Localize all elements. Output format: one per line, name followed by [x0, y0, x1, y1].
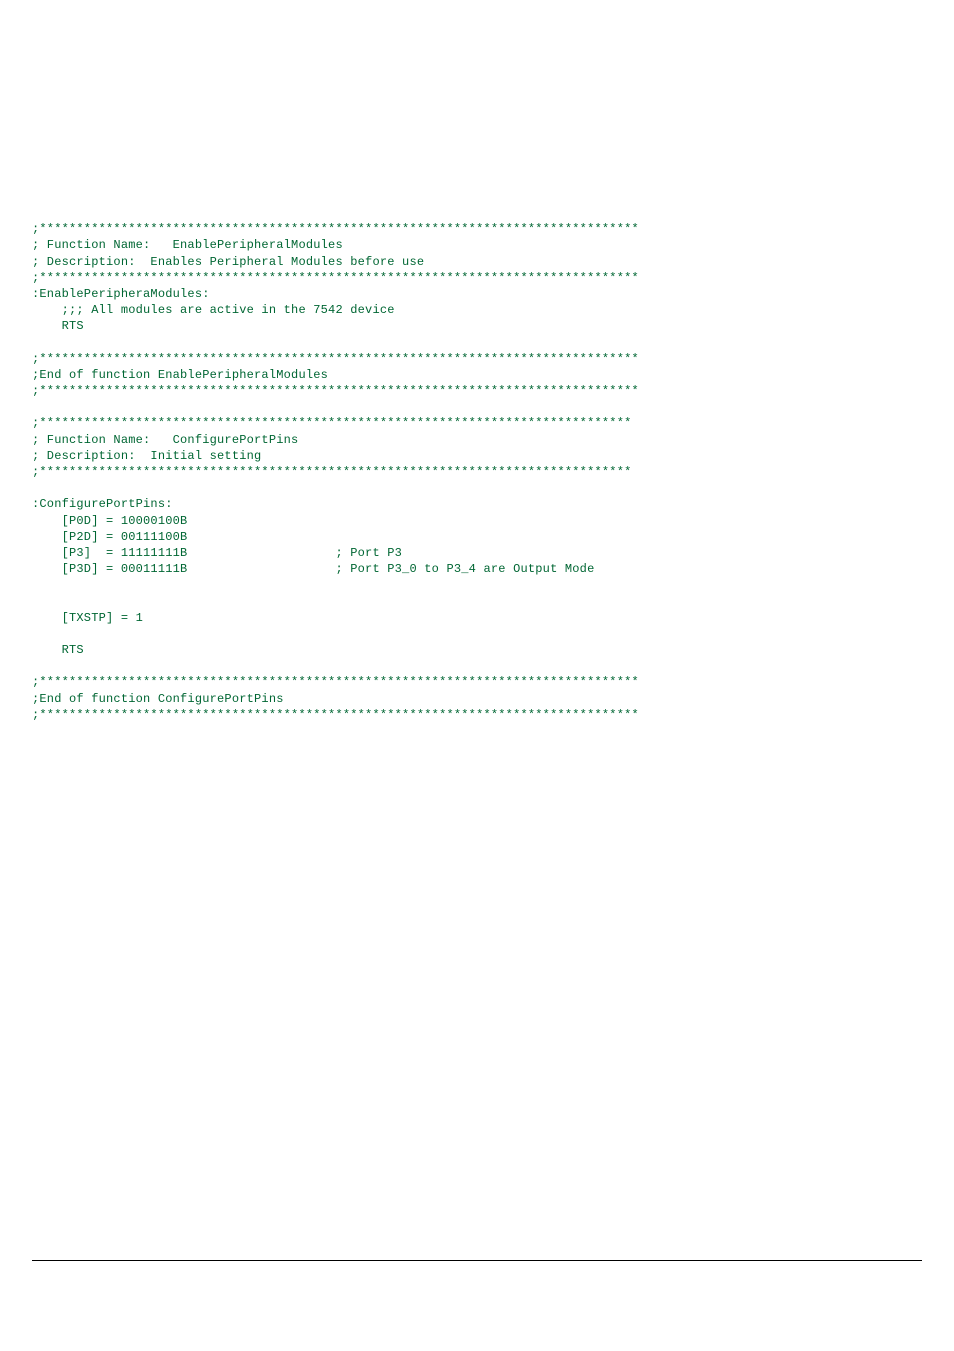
page-container: ;***************************************… [0, 0, 954, 1351]
source-code: ;***************************************… [32, 205, 922, 723]
footer-separator [32, 1260, 922, 1261]
